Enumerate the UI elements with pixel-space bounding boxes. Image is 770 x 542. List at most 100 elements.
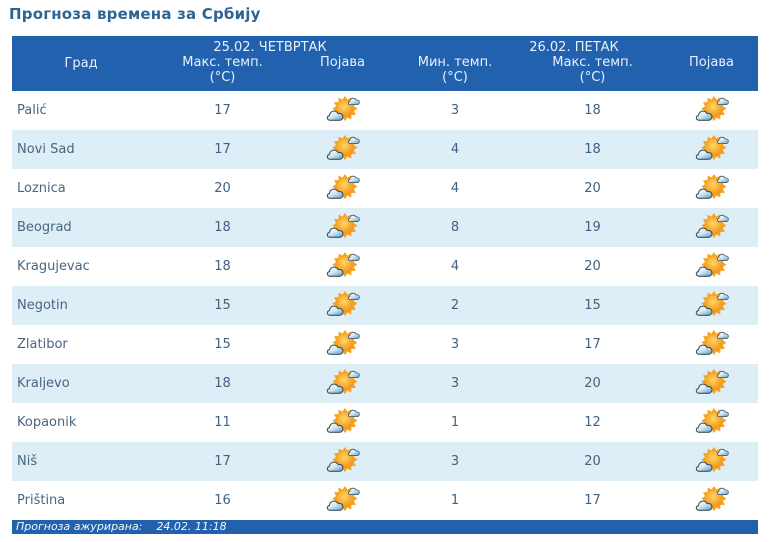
day1-max-temp: 16	[214, 493, 231, 508]
update-timestamp: 24.02. 11:18	[156, 520, 227, 533]
table-header: Град 25.02. ЧЕТВРТАК 26.02. ПЕТАК Макс. …	[12, 36, 759, 91]
day2-min-temp: 3	[450, 376, 460, 391]
day2-min-temp: 2	[450, 298, 460, 313]
city-name: Kragujevac	[17, 259, 90, 274]
day2-max-temp: 17	[584, 337, 601, 352]
table-row: Palić 17 3 18	[12, 91, 758, 130]
day2-max-temp: 15	[584, 298, 601, 313]
day1-max-temp: 18	[214, 376, 231, 391]
day1-phenomenon-cell	[295, 130, 390, 169]
table-row: Loznica 20 4 20	[12, 169, 758, 208]
update-label: Прогноза ажурирана:	[16, 520, 143, 533]
column-header-city: Град	[12, 36, 150, 91]
day1-phenomenon-cell	[295, 364, 390, 403]
partly-cloudy-icon	[692, 135, 732, 164]
day2-min-temp: 4	[450, 259, 460, 274]
day1-max-temp: 17	[214, 103, 231, 118]
day2-max-temp: 20	[584, 454, 601, 469]
partly-cloudy-icon	[692, 213, 732, 242]
day1-max-temp: 18	[214, 259, 231, 274]
day1-max-temp: 11	[214, 415, 231, 430]
forecast-rows: Palić 17 3 18 Novi Sad 17 4 18 Loznica 20 4 20 Beogr…	[12, 91, 759, 520]
partly-cloudy-icon	[323, 408, 363, 437]
day2-max-temp: 17	[584, 493, 601, 508]
day2-phenomenon-cell	[665, 286, 758, 325]
day2-max-temp: 20	[584, 376, 601, 391]
city-name: Zlatibor	[17, 337, 68, 352]
day1-phenomenon-cell	[295, 91, 390, 130]
day2-phenomenon-cell	[665, 481, 758, 520]
day1-phenomenon-cell	[295, 208, 390, 247]
unit-label: (°C)	[209, 70, 236, 85]
day2-phenomenon-cell	[665, 442, 758, 481]
day2-max-temp: 18	[584, 142, 601, 157]
partly-cloudy-icon	[323, 369, 363, 398]
day1-max-temp: 15	[214, 337, 231, 352]
day2-phenomenon-cell	[665, 91, 758, 130]
table-row: Novi Sad 17 4 18	[12, 130, 759, 169]
table-row: Niš 17 3 20	[12, 442, 759, 481]
partly-cloudy-icon	[323, 330, 363, 359]
day2-min-temp: 3	[450, 454, 460, 469]
partly-cloudy-icon	[323, 486, 363, 515]
table-row: Kragujevac 18 4 20	[12, 247, 758, 286]
day2-phenomenon-cell	[665, 325, 758, 364]
city-name: Palić	[17, 103, 47, 118]
day1-phenomenon-cell	[295, 403, 390, 442]
partly-cloudy-icon	[692, 291, 732, 320]
day1-max-temp: 20	[214, 181, 231, 196]
table-row: Negotin 15 2 15	[12, 286, 759, 325]
day1-phenomenon-cell	[295, 325, 390, 364]
partly-cloudy-icon	[323, 96, 363, 125]
page-title: Прогноза времена за Србију	[9, 5, 261, 23]
city-name: Beograd	[17, 220, 72, 235]
day1-max-temp: 17	[214, 142, 231, 157]
day2-phenomenon-cell	[665, 364, 758, 403]
city-name: Negotin	[17, 298, 68, 313]
unit-label: (°C)	[442, 70, 468, 85]
day2-phenomenon-cell	[665, 403, 758, 442]
partly-cloudy-icon	[323, 174, 363, 203]
day2-min-temp: 4	[450, 181, 460, 196]
day1-phenomenon-cell	[295, 442, 390, 481]
update-status-bar: Прогноза ажурирана: 24.02. 11:18	[12, 520, 758, 534]
city-name: Kraljevo	[17, 376, 70, 391]
partly-cloudy-icon	[692, 486, 732, 515]
partly-cloudy-icon	[692, 252, 732, 281]
day2-phenomenon-cell	[665, 247, 758, 286]
partly-cloudy-icon	[692, 408, 732, 437]
column-header-day2-max-temp: Макс. темп. (°C)	[520, 55, 665, 91]
day2-phenomenon-cell	[665, 130, 758, 169]
day2-min-temp: 3	[450, 337, 460, 352]
partly-cloudy-icon	[692, 174, 732, 203]
day2-min-temp: 8	[450, 220, 460, 235]
day1-max-temp: 17	[214, 454, 231, 469]
table-row: Kopaonik 11 1 12	[12, 403, 758, 442]
day1-phenomenon-cell	[295, 481, 390, 520]
day-group-friday: 26.02. ПЕТАК	[390, 36, 759, 55]
day1-phenomenon-cell	[295, 169, 390, 208]
day2-min-temp: 3	[450, 103, 460, 118]
day2-max-temp: 18	[584, 103, 601, 118]
day2-max-temp: 20	[584, 259, 601, 274]
day-group-thursday: 25.02. ЧЕТВРТАК	[150, 36, 390, 55]
day2-max-temp: 19	[584, 220, 601, 235]
day2-min-temp: 4	[450, 142, 460, 157]
unit-label: (°C)	[579, 70, 606, 85]
day2-max-temp: 20	[584, 181, 601, 196]
day1-max-temp: 15	[214, 298, 231, 313]
partly-cloudy-icon	[323, 291, 363, 320]
table-row: Priština 16 1 17	[12, 481, 758, 520]
day1-max-temp: 18	[214, 220, 231, 235]
city-name: Kopaonik	[17, 415, 77, 430]
day2-phenomenon-cell	[665, 208, 758, 247]
day1-phenomenon-cell	[295, 247, 390, 286]
partly-cloudy-icon	[323, 447, 363, 476]
city-name: Loznica	[17, 181, 66, 196]
partly-cloudy-icon	[692, 369, 732, 398]
day2-phenomenon-cell	[665, 169, 758, 208]
column-header-day1-phenomenon: Појава	[295, 55, 390, 91]
column-header-day1-max-temp: Макс. темп. (°C)	[150, 55, 295, 91]
column-header-day2-min-temp: Мин. темп. (°C)	[390, 55, 520, 91]
